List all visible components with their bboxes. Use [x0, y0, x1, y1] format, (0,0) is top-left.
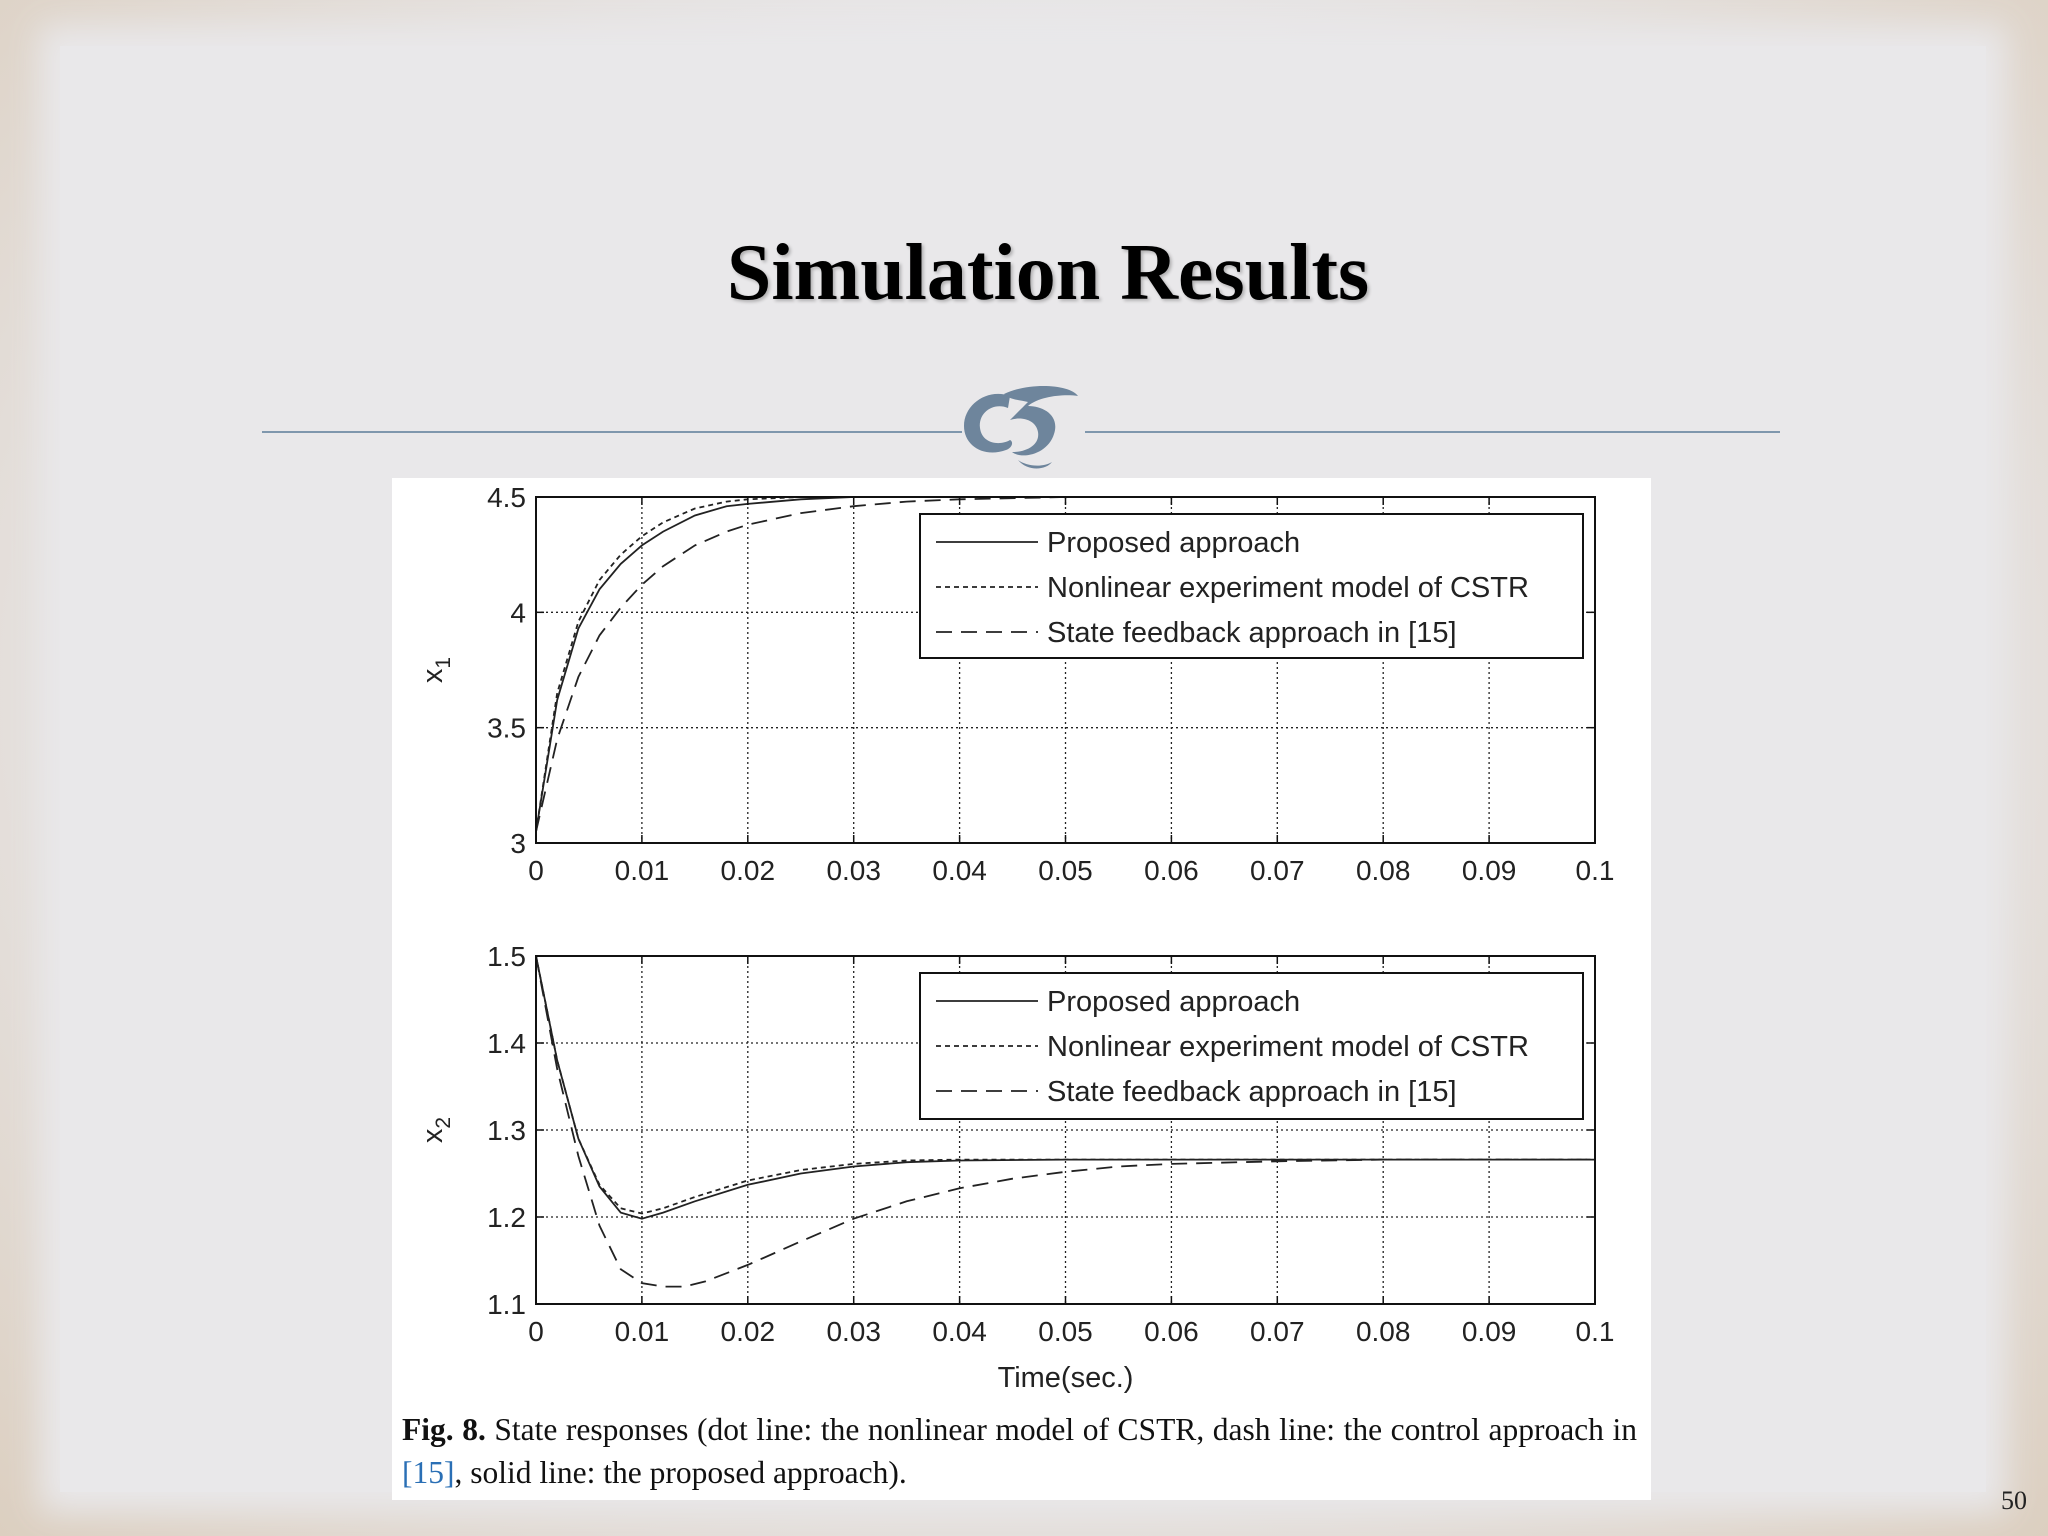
- y-tick-label: 1.3: [487, 1115, 526, 1146]
- x-tick-label: 0.09: [1462, 1316, 1517, 1347]
- series-line-dashed: [535, 955, 1595, 1288]
- title-divider-right: [1085, 431, 1780, 433]
- y-tick-label: 3: [510, 828, 526, 859]
- title-divider-left: [262, 431, 962, 433]
- x-tick-label: 0: [528, 1316, 544, 1347]
- series-line-dotted: [535, 955, 1595, 1215]
- legend-box: [919, 513, 1584, 659]
- caption-label: Fig. 8.: [402, 1412, 486, 1447]
- series-line-dotted: [535, 496, 1595, 832]
- x-tick-label: 0.07: [1250, 855, 1305, 886]
- x-tick-label: 0.02: [721, 855, 776, 886]
- x-axis-label: Time(sec.): [998, 1362, 1134, 1394]
- x-tick-label: 0.05: [1038, 1316, 1093, 1347]
- x-tick-label: 0.08: [1356, 1316, 1411, 1347]
- x-tick-label: 0.04: [932, 1316, 987, 1347]
- legend-label: State feedback approach in [15]: [1047, 1076, 1457, 1108]
- x-tick-label: 0.02: [721, 1316, 776, 1347]
- x-tick-label: 0.04: [932, 855, 987, 886]
- x-tick-label: 0.1: [1576, 855, 1615, 886]
- legend-label: Proposed approach: [1047, 527, 1300, 559]
- y-tick-label: 1.1: [487, 1289, 526, 1320]
- x-tick-label: 0.01: [615, 855, 670, 886]
- x-tick-label: 0.1: [1576, 1316, 1615, 1347]
- x-tick-label: 0.01: [615, 1316, 670, 1347]
- x-tick-label: 0.06: [1144, 855, 1199, 886]
- y-tick-label: 3.5: [487, 713, 526, 744]
- x-tick-label: 0.06: [1144, 1316, 1199, 1347]
- x-tick-label: 0.09: [1462, 855, 1517, 886]
- figure-image: 0 0.01 0.02 0.03 0.04 0.05 0.06 0.07 0.08 0.09 0.1…: [392, 478, 1651, 1500]
- state-response-charts: 0 0.01 0.02 0.03 0.04 0.05 0.06 0.07 0.08 0.09 0.1…: [417, 482, 1615, 1394]
- x-tick-label: 0: [528, 855, 544, 886]
- caption-text-2: , solid line: the proposed approach).: [454, 1455, 907, 1490]
- y-tick-label: 4.5: [487, 482, 526, 513]
- y-axis-label: x1: [417, 657, 455, 683]
- figure-caption: Fig. 8. State responses (dot line: the n…: [402, 1408, 1637, 1494]
- fleuron-ornament-icon: [964, 385, 1078, 469]
- x-tick-label: 0.03: [826, 1316, 881, 1347]
- legend-label: State feedback approach in [15]: [1047, 617, 1457, 649]
- x-tick-label: 0.03: [826, 855, 881, 886]
- legend-label: Nonlinear experiment model of CSTR: [1047, 1031, 1529, 1063]
- slide-title: Simulation Results: [726, 229, 1370, 317]
- y-tick-label: 1.5: [487, 941, 526, 972]
- y-axis-label: x2: [417, 1117, 455, 1143]
- x-tick-label: 0.05: [1038, 855, 1093, 886]
- x-tick-label: 0.08: [1356, 855, 1411, 886]
- caption-reference-link[interactable]: [15]: [402, 1455, 455, 1490]
- x-tick-label: 0.07: [1250, 1316, 1305, 1347]
- caption-text-1: State responses (dot line: the nonlinear…: [485, 1412, 1637, 1447]
- legend-label: Nonlinear experiment model of CSTR: [1047, 572, 1529, 604]
- y-tick-label: 4: [510, 597, 526, 628]
- y-tick-label: 1.4: [487, 1028, 526, 1059]
- page-number: 50: [2001, 1486, 2027, 1515]
- legend-label: Proposed approach: [1047, 986, 1300, 1018]
- y-tick-label: 1.2: [487, 1202, 526, 1233]
